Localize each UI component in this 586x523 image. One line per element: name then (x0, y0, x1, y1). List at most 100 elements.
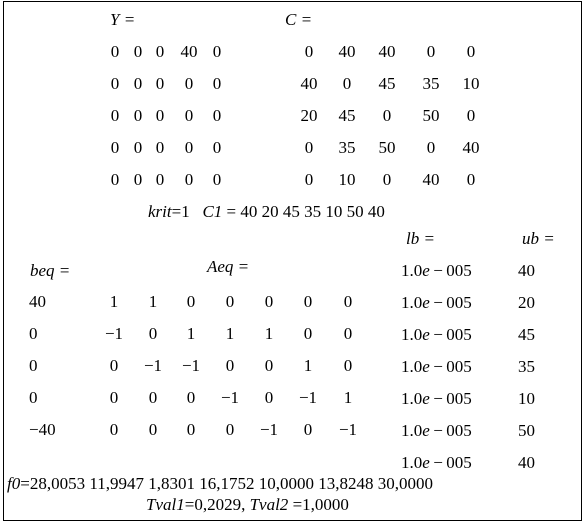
y-matrix-cell: 0 (184, 106, 194, 125)
aeq-matrix-cell: −1 (220, 388, 240, 407)
c-matrix-label: C = (285, 10, 313, 29)
y-matrix-cell: 0 (184, 74, 194, 93)
ub-label: ub = (522, 229, 555, 248)
c-matrix-cell: 0 (304, 138, 314, 157)
c-matrix-cell: 0 (426, 42, 436, 61)
aeq-matrix-cell: 1 (303, 356, 313, 375)
y-matrix-cell: 0 (155, 74, 165, 93)
y-matrix-cell: 0 (110, 170, 120, 189)
lb-value: 1.0e − 005 (401, 421, 472, 440)
aeq-matrix-cell: 0 (225, 420, 235, 439)
c-matrix-cell: 10 (462, 74, 480, 93)
c-matrix-cell: 0 (382, 170, 392, 189)
lb-value: 1.0e − 005 (401, 261, 472, 280)
y-matrix-cell: 0 (133, 74, 143, 93)
y-matrix-cell: 0 (155, 42, 165, 61)
f0-line: f0=28,0053 11,9947 1,8301 16,1752 10,000… (7, 474, 433, 494)
aeq-matrix-cell: 0 (186, 420, 196, 439)
y-matrix-cell: 0 (184, 170, 194, 189)
aeq-matrix-cell: 0 (225, 292, 235, 311)
c-matrix-cell: 0 (304, 170, 314, 189)
c-matrix-cell: 40 (422, 170, 440, 189)
aeq-matrix-cell: 0 (148, 420, 158, 439)
y-matrix-cell: 0 (110, 138, 120, 157)
aeq-matrix-cell: 0 (303, 420, 313, 439)
aeq-label: Aeq = (207, 257, 250, 276)
aeq-matrix-cell: 0 (186, 292, 196, 311)
beq-value: 0 (29, 356, 38, 375)
y-matrix-cell: 0 (212, 42, 222, 61)
ub-value: 40 (518, 453, 535, 472)
y-matrix-cell: 0 (110, 42, 120, 61)
c-matrix-cell: 0 (466, 106, 476, 125)
y-matrix-cell: 0 (212, 106, 222, 125)
y-matrix-cell: 0 (133, 170, 143, 189)
ub-value: 35 (518, 357, 535, 376)
ub-value: 10 (518, 389, 535, 408)
y-matrix-cell: 0 (110, 106, 120, 125)
c-matrix-cell: 50 (378, 138, 396, 157)
aeq-matrix-cell: 0 (109, 420, 119, 439)
c-matrix-cell: 0 (466, 170, 476, 189)
beq-value: 0 (29, 388, 38, 407)
aeq-matrix-cell: −1 (259, 420, 279, 439)
c-matrix-cell: 35 (422, 74, 440, 93)
tval-line: Tval1=0,2029, Tval2 =1,0000 (146, 495, 349, 515)
aeq-matrix-cell: 0 (264, 292, 274, 311)
krit-line: krit=1 C1 = 40 20 45 35 10 50 40 (148, 202, 385, 222)
aeq-matrix-cell: 1 (264, 324, 274, 343)
c-matrix-cell: 10 (338, 170, 356, 189)
tval2-label: Tval2 (249, 495, 289, 514)
lb-value: 1.0e − 005 (401, 325, 472, 344)
aeq-matrix-cell: 1 (109, 292, 119, 311)
tval1-label: Tval1 (146, 495, 185, 514)
y-matrix-cell: 40 (180, 42, 198, 61)
beq-value: 0 (29, 324, 38, 343)
c1-value: = 40 20 45 35 10 50 40 (226, 202, 385, 221)
c-matrix-cell: 50 (422, 106, 440, 125)
beq-value: −40 (29, 420, 56, 439)
aeq-matrix-cell: 0 (343, 356, 353, 375)
aeq-matrix-cell: 1 (343, 388, 353, 407)
c-matrix-cell: 40 (378, 42, 396, 61)
aeq-matrix-cell: 0 (343, 324, 353, 343)
f0-label: f0 (7, 474, 21, 493)
aeq-matrix-cell: 0 (109, 356, 119, 375)
c1-label: C1 (202, 202, 223, 221)
aeq-matrix-cell: 0 (343, 292, 353, 311)
y-matrix-cell: 0 (155, 138, 165, 157)
aeq-matrix-cell: −1 (338, 420, 358, 439)
lb-value: 1.0e − 005 (401, 357, 472, 376)
krit-label: krit (148, 202, 172, 221)
aeq-matrix-cell: 0 (303, 292, 313, 311)
aeq-matrix-cell: 1 (186, 324, 196, 343)
c-matrix-cell: 0 (426, 138, 436, 157)
c-matrix-cell: 35 (338, 138, 356, 157)
aeq-matrix-cell: −1 (104, 324, 124, 343)
tval1-value: =0,2029, (184, 495, 246, 514)
c-matrix-cell: 40 (462, 138, 480, 157)
aeq-matrix-cell: 0 (264, 356, 274, 375)
aeq-matrix-cell: −1 (181, 356, 201, 375)
beq-label: beq = (30, 261, 71, 280)
c-matrix-cell: 0 (342, 74, 352, 93)
ub-value: 40 (518, 261, 535, 280)
lb-value: 1.0e − 005 (401, 453, 472, 472)
c-matrix-cell: 20 (300, 106, 318, 125)
aeq-matrix-cell: 1 (148, 292, 158, 311)
tval2-value: =1,0000 (292, 495, 349, 514)
ub-value: 20 (518, 293, 535, 312)
aeq-matrix-cell: 0 (148, 388, 158, 407)
c-matrix-cell: 40 (338, 42, 356, 61)
aeq-matrix-cell: −1 (298, 388, 318, 407)
aeq-matrix-cell: 0 (186, 388, 196, 407)
y-matrix-cell: 0 (212, 74, 222, 93)
aeq-matrix-cell: −1 (143, 356, 163, 375)
lb-label: lb = (406, 229, 435, 248)
y-matrix-label: Y = (110, 10, 136, 29)
c-matrix-cell: 0 (304, 42, 314, 61)
ub-value: 50 (518, 421, 535, 440)
lb-value: 1.0e − 005 (401, 389, 472, 408)
lb-value: 1.0e − 005 (401, 293, 472, 312)
y-matrix-cell: 0 (110, 74, 120, 93)
